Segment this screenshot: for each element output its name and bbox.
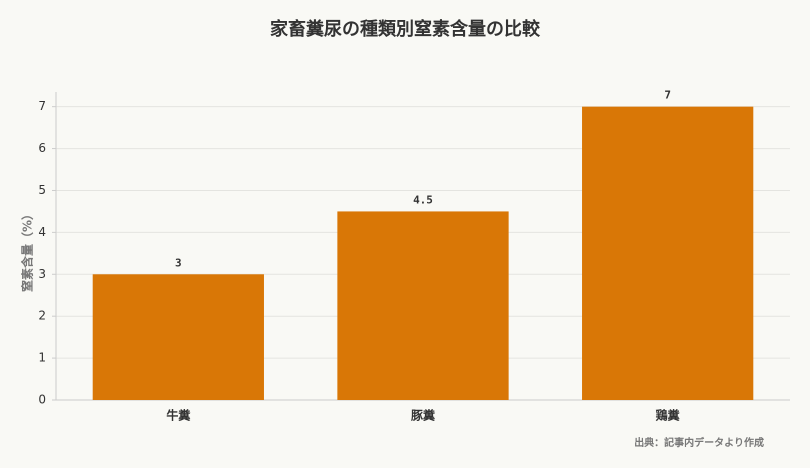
value-label: 3 [175, 256, 182, 269]
chart-title: 家畜糞尿の種類別窒素含量の比較 [270, 18, 541, 40]
bar [92, 274, 264, 400]
y-tick-label: 6 [38, 141, 46, 155]
value-label: 7 [664, 89, 671, 102]
bar [337, 211, 509, 400]
x-tick-label: 豚糞 [410, 408, 436, 423]
bar [582, 106, 754, 401]
y-tick-label: 7 [38, 99, 46, 113]
y-tick-label: 1 [38, 351, 46, 365]
y-tick-label: 2 [38, 309, 46, 323]
source-note: 出典：記事内データより作成 [634, 436, 764, 449]
y-tick-label: 5 [38, 183, 46, 197]
x-tick-label: 鶏糞 [656, 408, 681, 423]
y-tick-label: 0 [38, 393, 46, 407]
value-label: 4.5 [413, 193, 433, 206]
y-tick-label: 3 [38, 267, 46, 281]
y-tick-label: 4 [38, 225, 46, 239]
x-tick-label: 牛糞 [166, 408, 191, 423]
y-axis-label: 窒素含量（%） [20, 208, 35, 292]
